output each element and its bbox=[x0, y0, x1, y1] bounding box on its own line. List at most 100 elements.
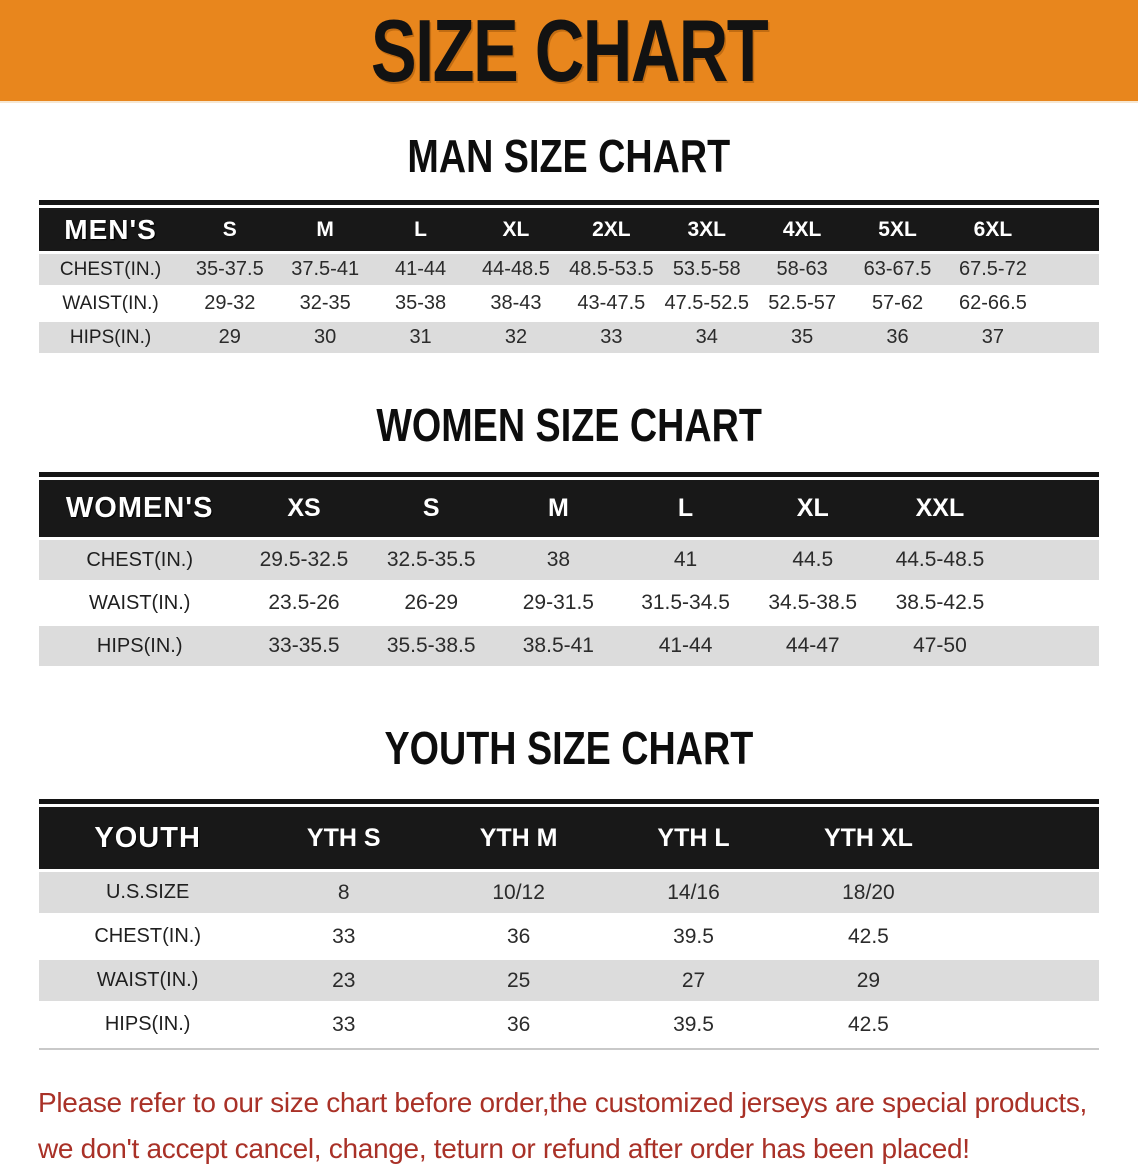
disclaimer-note: Please refer to our size chart before or… bbox=[38, 1080, 1138, 1172]
youth-corner-label: YOUTH bbox=[94, 821, 201, 854]
men-size-cell: 44-48.5 bbox=[482, 258, 550, 280]
men-size-cell: 35-37.5 bbox=[195, 258, 264, 280]
youth-size-cell: 42.5 bbox=[847, 924, 889, 948]
women-column-header: M bbox=[547, 494, 569, 522]
youth-size-cell: 8 bbox=[337, 880, 350, 904]
men-table-row: CHEST(IN.) 35-37.5 37.5-41 41-44 44-48.5 48.5… bbox=[39, 254, 1099, 285]
women-column-header: L bbox=[677, 494, 694, 522]
men-size-cell: 48.5-53.5 bbox=[569, 258, 654, 280]
men-size-table: MEN'S S M L XL 2XL 3XL 4XL 5XL 6XL CHEST(IN.) 35-37… bbox=[39, 200, 1099, 356]
men-size-cell: 62-66.5 bbox=[958, 292, 1027, 314]
men-size-cell: 41-44 bbox=[394, 258, 447, 280]
youth-size-cell: 25 bbox=[506, 968, 531, 992]
women-size-cell: 44.5 bbox=[792, 548, 834, 571]
men-column-header: 6XL bbox=[973, 217, 1013, 241]
men-size-cell: 67.5-72 bbox=[958, 258, 1027, 280]
women-size-cell: 44-47 bbox=[785, 634, 840, 657]
men-row-label: CHEST(IN.) bbox=[59, 258, 162, 280]
youth-column-header: YTH S bbox=[306, 823, 381, 852]
youth-size-cell: 36 bbox=[506, 924, 531, 948]
youth-header-row: YOUTH YTH S YTH M YTH L YTH XL bbox=[39, 807, 1099, 869]
women-column-header: S bbox=[422, 494, 440, 522]
men-column-header: S bbox=[222, 217, 237, 241]
spacer bbox=[1004, 626, 1099, 666]
spacer bbox=[956, 1004, 1099, 1045]
youth-table-row: CHEST(IN.) 33 36 39.5 42.5 bbox=[39, 916, 1099, 957]
spacer bbox=[1004, 480, 1099, 537]
women-column-header: XL bbox=[796, 494, 829, 522]
women-size-cell: 29.5-32.5 bbox=[259, 548, 349, 571]
women-size-cell: 44.5-48.5 bbox=[895, 548, 985, 571]
youth-row-label: U.S.SIZE bbox=[105, 881, 190, 903]
men-size-cell: 47.5-52.5 bbox=[664, 292, 749, 314]
women-size-cell: 41-44 bbox=[658, 634, 713, 657]
women-size-cell: 29-31.5 bbox=[522, 591, 594, 614]
women-size-cell: 23.5-26 bbox=[268, 591, 340, 614]
women-size-chart-title: WOMEN SIZE CHART bbox=[0, 398, 1138, 452]
men-size-cell: 32-35 bbox=[299, 292, 351, 314]
man-size-chart-title: MAN SIZE CHART bbox=[0, 129, 1138, 183]
women-header-row: WOMEN'S XS S M L XL XXL bbox=[39, 480, 1099, 537]
women-size-cell: 47-50 bbox=[913, 634, 967, 657]
women-column-header: XS bbox=[287, 494, 321, 522]
men-row-label: WAIST(IN.) bbox=[62, 292, 159, 314]
spacer bbox=[956, 960, 1099, 1001]
men-column-header: XL bbox=[502, 217, 530, 241]
men-row-label: HIPS(IN.) bbox=[69, 326, 152, 348]
women-table-row: HIPS(IN.) 33-35.5 35.5-38.5 38.5-41 41-44 44-… bbox=[39, 626, 1099, 666]
youth-size-cell: 10/12 bbox=[492, 880, 545, 904]
men-size-cell: 33 bbox=[600, 326, 623, 348]
spacer bbox=[1004, 540, 1099, 580]
men-size-cell: 36 bbox=[886, 326, 909, 348]
women-size-cell: 32.5-35.5 bbox=[386, 548, 476, 571]
women-size-cell: 38.5-42.5 bbox=[895, 591, 985, 614]
men-size-cell: 58-63 bbox=[776, 258, 828, 280]
youth-size-cell: 33 bbox=[332, 924, 356, 948]
youth-size-cell: 18/20 bbox=[842, 880, 895, 904]
men-column-header: M bbox=[316, 217, 334, 241]
women-size-cell: 38.5-41 bbox=[522, 634, 594, 657]
man-size-chart-title-text: MAN SIZE CHART bbox=[407, 130, 731, 182]
youth-size-chart-title: YOUTH SIZE CHART bbox=[0, 721, 1138, 775]
youth-column-header: YTH L bbox=[657, 823, 730, 852]
men-column-header: 5XL bbox=[878, 217, 917, 241]
men-column-header: L bbox=[414, 217, 427, 241]
youth-size-cell: 33 bbox=[332, 1012, 356, 1036]
men-size-cell: 52.5-57 bbox=[768, 292, 837, 314]
men-size-cell: 53.5-58 bbox=[672, 258, 741, 280]
youth-row-label: WAIST(IN.) bbox=[96, 969, 199, 991]
men-size-cell: 32 bbox=[504, 326, 528, 348]
men-column-header: 3XL bbox=[687, 217, 726, 241]
youth-table-row: HIPS(IN.) 33 36 39.5 42.5 bbox=[39, 1004, 1099, 1045]
spacer bbox=[1041, 254, 1099, 285]
women-table-row: WAIST(IN.) 23.5-26 26-29 29-31.5 31.5-34.5 34… bbox=[39, 583, 1099, 623]
women-column-header: XXL bbox=[915, 494, 965, 522]
size-chart-banner: SIZE CHART bbox=[0, 0, 1138, 103]
women-size-cell: 34.5-38.5 bbox=[768, 591, 858, 614]
women-size-cell: 35.5-38.5 bbox=[386, 634, 476, 657]
youth-size-chart-title-text: YOUTH SIZE CHART bbox=[384, 722, 754, 774]
men-size-cell: 57-62 bbox=[871, 292, 924, 314]
men-table-row: WAIST(IN.) 29-32 32-35 35-38 38-43 43-47.5 47.… bbox=[39, 288, 1099, 319]
men-size-cell: 43-47.5 bbox=[577, 292, 646, 314]
men-table-row: HIPS(IN.) 29 30 31 32 33 34 35 36 37 bbox=[39, 322, 1099, 353]
youth-size-table: YOUTH YTH S YTH M YTH L YTH XL U.S.SIZE 8 10/12… bbox=[39, 799, 1099, 1050]
youth-size-cell: 23 bbox=[332, 968, 356, 992]
men-column-header: 4XL bbox=[782, 217, 822, 241]
youth-size-cell: 27 bbox=[681, 968, 706, 992]
women-table-row: CHEST(IN.) 29.5-32.5 32.5-35.5 38 41 44.5 44.5… bbox=[39, 540, 1099, 580]
spacer bbox=[956, 807, 1099, 869]
women-size-cell: 41 bbox=[673, 548, 698, 571]
women-size-table: WOMEN'S XS S M L XL XXL CHEST(IN.) 29.5-32.5 32.5… bbox=[39, 472, 1099, 669]
spacer bbox=[1041, 288, 1099, 319]
women-size-cell: 26-29 bbox=[404, 591, 459, 614]
banner-title: SIZE CHART bbox=[370, 0, 769, 100]
men-size-cell: 34 bbox=[695, 326, 718, 348]
spacer bbox=[956, 872, 1099, 913]
men-corner-label: MEN'S bbox=[64, 213, 157, 245]
men-size-cell: 37.5-41 bbox=[291, 258, 360, 280]
men-size-cell: 35 bbox=[791, 326, 814, 348]
men-size-cell: 31 bbox=[409, 326, 432, 348]
men-column-header: 2XL bbox=[592, 217, 631, 241]
spacer bbox=[1004, 583, 1099, 623]
